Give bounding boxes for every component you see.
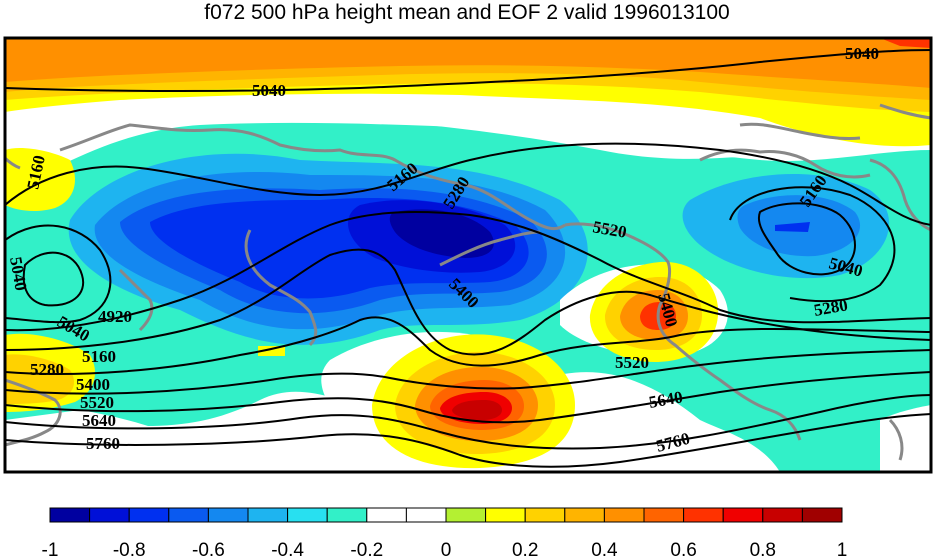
contour-label: 5400: [76, 375, 110, 394]
colorbar-swatch: [762, 507, 803, 523]
colorbar-swatch: [128, 507, 170, 523]
colorbar-tick-label: -0.4: [271, 540, 304, 558]
colorbar-swatch: [326, 507, 368, 523]
contour-label: 5640: [82, 411, 116, 430]
colorbar-swatch: [89, 507, 130, 523]
colorbar-swatch: [564, 507, 605, 523]
colorbar-tick-label: -0.2: [350, 540, 383, 558]
colorbar-swatch: [445, 507, 487, 523]
colorbar-swatch: [405, 507, 447, 523]
map-frame: [3, 36, 933, 474]
colorbar-tick-label: 0.4: [591, 540, 618, 558]
colorbar-swatch: [49, 507, 91, 523]
colorbar-tick-label: 0.8: [750, 540, 776, 558]
colorbar-swatch: [722, 507, 764, 523]
colorbar-swatch: [603, 507, 645, 523]
colorbar-swatch: [366, 507, 407, 523]
colorbar-tick-label: -0.8: [113, 540, 146, 558]
colorbar: -1 -0.8 -0.6 -0.4 -0.2 0 0.2 0.4 0.6 0.8 1: [42, 507, 848, 558]
chart-title: f072 500 hPa height mean and EOF 2 valid…: [204, 1, 730, 24]
colorbar-tick-label: 0.2: [512, 540, 538, 558]
colorbar-swatch: [801, 507, 843, 523]
colorbar-tick-label: 0: [441, 540, 452, 558]
colorbar-tick-label: -0.6: [192, 540, 225, 558]
colorbar-swatch: [207, 507, 249, 523]
colorbar-tick-label: 1: [837, 540, 848, 558]
colorbar-swatch: [524, 507, 566, 523]
contour-label: 5040: [252, 81, 286, 100]
contour-label: 5040: [845, 44, 879, 63]
contour-label: 5280: [30, 360, 64, 379]
contour-label: 5520: [80, 393, 114, 412]
coastlines: [5, 103, 931, 461]
contour-label: 5160: [82, 347, 116, 366]
colorbar-tick-label: -1: [42, 540, 59, 558]
height-contours: [5, 49, 931, 468]
contour-label: 5520: [615, 353, 649, 372]
colorbar-swatch: [643, 507, 685, 523]
colorbar-swatch: [168, 507, 209, 523]
colorbar-tick-label: 0.6: [670, 540, 696, 558]
colorbar-swatch: [287, 507, 328, 523]
colorbar-swatch: [485, 507, 526, 523]
contour-label: 5760: [86, 434, 120, 453]
eof-shaded-field: [5, 38, 931, 472]
colorbar-swatch: [683, 507, 724, 523]
contour-label: 4920: [98, 307, 132, 326]
colorbar-swatch: [247, 507, 289, 523]
